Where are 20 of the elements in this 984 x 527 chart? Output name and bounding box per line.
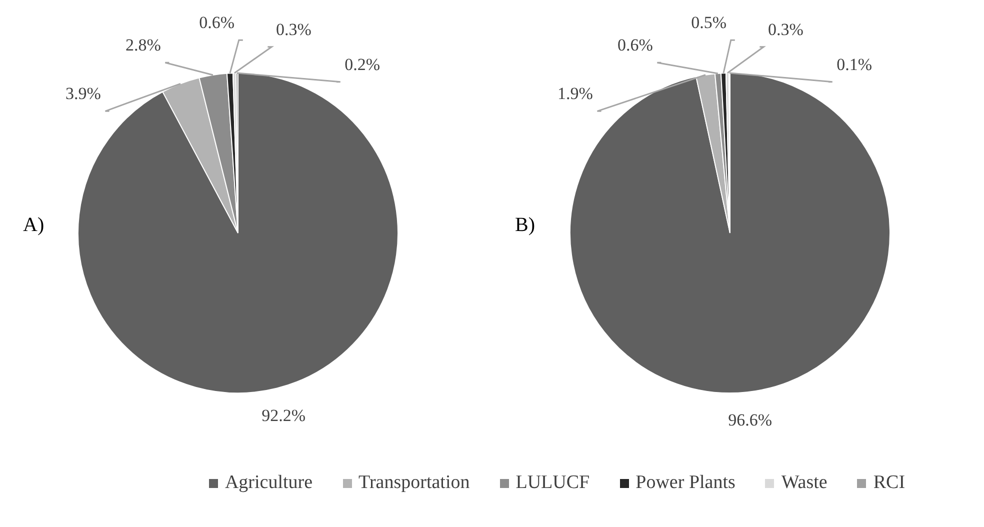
data-label: 0.2% bbox=[344, 54, 380, 74]
data-label: 2.8% bbox=[125, 36, 161, 55]
data-label: 96.6% bbox=[728, 410, 772, 430]
legend-label: RCI bbox=[873, 472, 906, 494]
data-label: 0.1% bbox=[836, 54, 872, 74]
legend-label: Waste bbox=[781, 472, 828, 494]
text: A) bbox=[23, 214, 44, 237]
data-label: 0.6% bbox=[199, 13, 235, 32]
text: B) bbox=[515, 214, 535, 237]
legend-label: LULUCF bbox=[516, 472, 590, 494]
data-label: 0.3% bbox=[768, 20, 804, 39]
data-label: 1.9% bbox=[558, 84, 593, 104]
data-label: 0.6% bbox=[617, 36, 653, 55]
legend-label: Agriculture bbox=[224, 472, 313, 494]
legend-label: Transportation bbox=[358, 472, 470, 494]
data-label: 92.2% bbox=[262, 406, 306, 425]
data-label: 0.3% bbox=[276, 20, 312, 39]
legend-label: Power Plants bbox=[636, 472, 736, 494]
data-label: 3.9% bbox=[66, 84, 101, 104]
data-label: 0.5% bbox=[691, 13, 727, 32]
